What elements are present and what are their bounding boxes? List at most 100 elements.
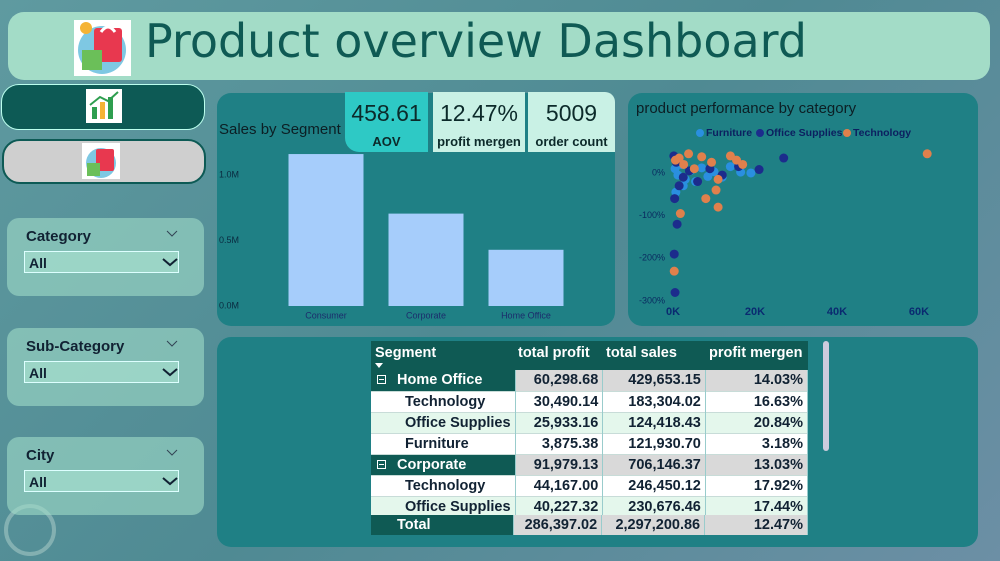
y-tick-label: -100% [639,210,665,220]
detail-row: Technology 30,490.14 183,304.02 16.63% [371,391,808,412]
cell: 17.44% [705,496,808,515]
point [672,219,682,229]
cell: 91,979.13 [515,454,604,475]
nav-icon [82,143,120,179]
column-header[interactable]: total sales [606,345,677,361]
chart-title: Sales by Segment [219,121,342,138]
nav-button[interactable] [1,84,205,130]
point [689,164,699,174]
cell-text: 183,304.02 [628,393,701,410]
point [779,153,789,163]
cell: 121,930.70 [602,433,706,454]
cell-text: Technology [405,477,486,494]
dropdown[interactable]: All [24,470,179,492]
kpi-value: 12.47% [439,100,518,126]
point [732,155,742,165]
nav-icon [86,89,122,123]
cell: 40,227.32 [515,496,604,515]
column-header[interactable]: Segment [375,345,437,361]
bar [388,213,464,306]
chevron [166,230,178,237]
point [684,149,694,159]
cell: 429,653.15 [602,370,706,391]
kpi-card: 5009 order count [528,92,615,152]
scrollbar[interactable] [823,341,829,451]
point [679,159,689,169]
cell-text: 3.18% [761,435,803,452]
cell: 2,297,200.86 [601,515,706,535]
cell: Technology [371,391,516,412]
point [675,209,685,219]
total-row: Total 286,397.02 2,297,200.86 12.47% [371,515,808,535]
point [707,157,717,167]
chart-title: product performance by category [636,100,857,117]
cell: 124,418.43 [602,412,706,433]
point [669,266,679,276]
cell-text: 17.92% [753,477,803,494]
point [713,174,723,184]
x-tick-label: 40K [827,306,847,318]
kpi-value: 458.61 [351,100,422,126]
point [674,181,684,191]
x-tick-label: Home Office [501,310,551,320]
cell-text: 706,146.37 [628,456,701,473]
y-tick-label: 0.5M [219,235,239,245]
y-tick-label: -200% [639,253,665,263]
cell: 706,146.37 [602,454,706,475]
cell-text: Technology [405,393,486,410]
point [713,202,723,212]
cell-text: 14.03% [753,372,803,389]
point [678,172,688,182]
cell-text: 17.44% [753,498,803,515]
point [725,162,735,172]
point [703,171,713,181]
cell-text: Office Supplies [405,414,511,431]
cell: 3.18% [705,433,808,454]
header [8,12,990,80]
kpi-card: 458.61 AOV [345,92,428,152]
cell: 16.63% [705,391,808,412]
column-header[interactable]: profit mergen [709,345,803,361]
title: Product overview Dashboard [145,14,807,68]
legend-marker [696,129,704,137]
x-tick-label: 60K [909,306,929,318]
cell-text: 13.03% [753,456,803,473]
point [669,249,679,259]
cell: 230,676.46 [602,496,706,515]
dropdown[interactable]: All [24,251,179,273]
cell: Office Supplies [371,496,516,515]
legend-label: Technology [853,127,911,139]
detail-row: Office Supplies 40,227.32 230,676.46 17.44% [371,496,808,515]
expand-toggle[interactable] [377,375,386,384]
cell: 14.03% [705,370,808,391]
cell: 25,933.16 [515,412,604,433]
cell: Furniture [371,433,516,454]
cell: 13.03% [705,454,808,475]
dropdown[interactable]: All [24,361,179,383]
sort-arrow [375,363,383,368]
cell: 12.47% [704,515,808,535]
point [670,194,680,204]
cell-text: 16.63% [753,393,803,410]
y-tick-label: 0% [652,167,665,177]
filter-label: Sub-Category [26,338,125,355]
cell: 44,167.00 [515,475,604,496]
x-tick-label: 0K [666,306,680,318]
kpi-label: profit mergen [437,134,521,149]
legend-marker [756,129,764,137]
filter-card: Category All [7,218,204,296]
expand-toggle[interactable] [377,459,386,469]
column-header[interactable]: total profit [518,345,590,361]
header-icon [74,20,131,76]
point [674,153,684,163]
cell: 17.92% [705,475,808,496]
cell-text: 230,676.46 [628,498,701,515]
cell-text: Home Office [397,372,483,389]
cell-text: 44,167.00 [533,477,599,494]
cell-text: Corporate [397,456,467,473]
filter-card: Sub-Category All [7,328,204,406]
nav-button[interactable] [2,139,206,184]
cell: 20.84% [705,412,808,433]
kpi-card: 12.47% profit mergen [433,92,525,152]
point [746,168,756,178]
